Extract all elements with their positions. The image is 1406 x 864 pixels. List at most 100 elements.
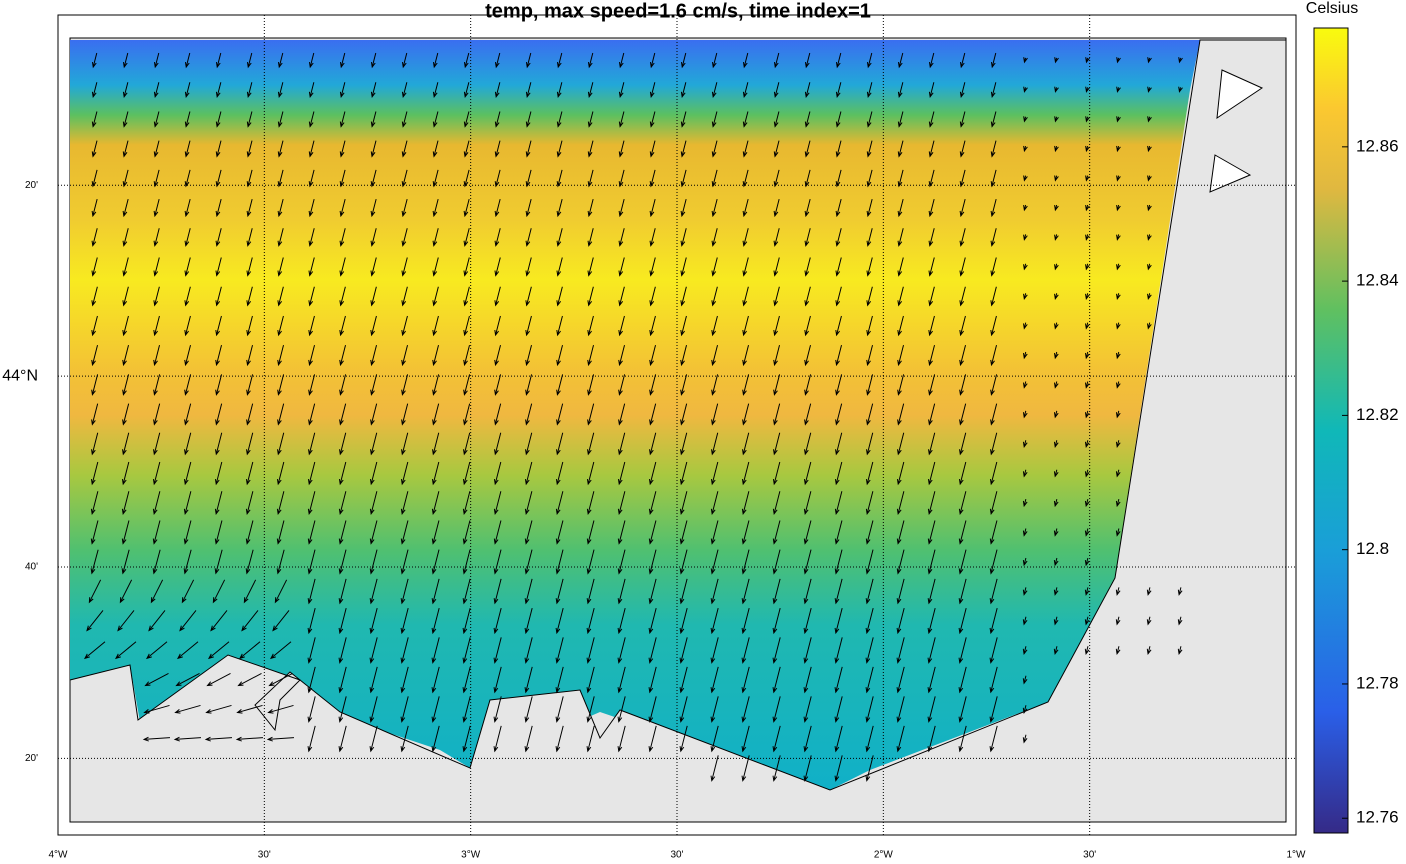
arrow (1084, 410, 1090, 419)
arrow (555, 725, 564, 753)
arrow (1147, 175, 1152, 182)
arrow (617, 607, 626, 635)
arrow (742, 82, 749, 99)
arrow (1147, 116, 1152, 123)
arrow (804, 228, 811, 247)
arrow (773, 257, 780, 277)
arrow (1116, 175, 1121, 182)
arrow (896, 549, 905, 575)
arrow (183, 491, 192, 516)
arrow (959, 374, 967, 396)
arrow (772, 578, 781, 605)
arrow (710, 549, 719, 575)
arrow (1084, 528, 1090, 537)
arrow (617, 549, 626, 575)
arrow (1022, 587, 1028, 596)
arrow (339, 374, 347, 396)
arrow (277, 140, 284, 158)
arrow (587, 345, 594, 367)
arrow (896, 725, 905, 753)
arrow (897, 432, 905, 456)
arrow (463, 198, 470, 218)
arrow (184, 198, 191, 218)
arrow (990, 315, 997, 337)
arrow (462, 725, 471, 753)
arrow (1022, 705, 1028, 715)
arrow (176, 641, 199, 660)
arrow (617, 725, 626, 753)
arrow (835, 403, 843, 426)
arrow (772, 491, 781, 516)
arrow (525, 345, 532, 367)
arrow (897, 82, 904, 99)
arrow (215, 169, 222, 188)
arrow (835, 228, 842, 247)
arrow (990, 228, 997, 247)
arrow (1053, 498, 1059, 508)
arrow (618, 198, 625, 218)
arrow (555, 461, 564, 486)
arrow (1023, 57, 1028, 64)
arrow (493, 696, 502, 723)
arrow (308, 374, 316, 396)
arrow (215, 228, 222, 247)
arrow (1085, 204, 1090, 212)
arrow (205, 704, 232, 714)
arrow (432, 286, 439, 307)
arrow (897, 374, 905, 396)
arrow (990, 374, 998, 396)
arrow (618, 140, 625, 158)
arrow (267, 704, 294, 714)
arrow (618, 257, 625, 277)
arrow (927, 725, 936, 753)
arrow (649, 257, 656, 277)
arrow (122, 315, 129, 337)
arrow (463, 140, 470, 158)
arrow (618, 82, 625, 99)
arrow (400, 549, 409, 575)
arrow (525, 315, 532, 337)
arrow (897, 286, 904, 307)
arrow (742, 374, 750, 396)
arrow (742, 432, 750, 456)
arrow (679, 607, 688, 635)
arrow (431, 578, 440, 605)
arrow (1085, 57, 1090, 64)
arrow (432, 403, 440, 426)
arrow (710, 666, 719, 694)
arrow (494, 198, 501, 218)
arrow (246, 82, 253, 99)
arrow (1023, 175, 1028, 182)
arrow (1084, 587, 1090, 596)
arrow (91, 257, 98, 277)
arrow (866, 257, 873, 277)
arrow (215, 315, 222, 337)
arrow (897, 315, 904, 337)
arrow (958, 578, 967, 605)
arrow (463, 432, 471, 456)
arrow (215, 82, 222, 99)
arrow (1022, 646, 1028, 656)
arrow (401, 169, 408, 188)
arrow (989, 461, 998, 486)
arrow (835, 169, 842, 188)
arrow (556, 111, 563, 128)
arrow (556, 140, 563, 158)
arrow (555, 520, 564, 545)
arrow (928, 111, 935, 128)
arrow (215, 198, 222, 218)
arrow (959, 52, 966, 69)
arrow (990, 82, 997, 99)
arrow (401, 228, 408, 247)
arrow (276, 491, 285, 516)
arrow (1147, 57, 1152, 64)
arrow (556, 403, 564, 426)
arrow (1085, 175, 1090, 182)
arrow (834, 549, 843, 575)
arrow (866, 111, 873, 128)
arrow (989, 666, 998, 694)
arrow (145, 641, 168, 660)
arrow (1085, 351, 1090, 360)
arrow (897, 52, 904, 69)
arrow (153, 403, 161, 426)
